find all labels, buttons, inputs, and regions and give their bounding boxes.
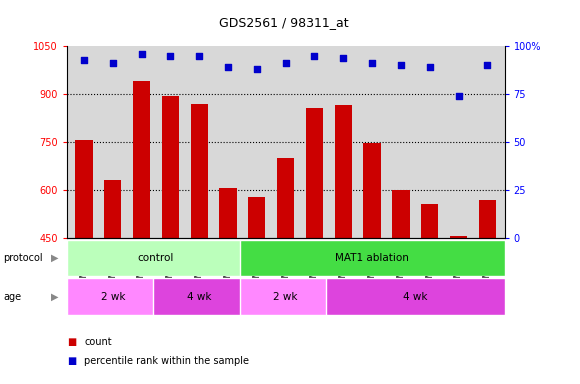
Text: ■: ■	[67, 337, 76, 347]
Point	[137, 51, 146, 57]
Text: age: age	[3, 291, 21, 302]
Point	[368, 60, 377, 66]
Point	[79, 56, 89, 63]
Point	[396, 62, 405, 68]
Bar	[75, 141, 93, 382]
Text: control: control	[138, 253, 174, 263]
Point	[454, 93, 463, 99]
Bar	[104, 180, 121, 382]
Bar	[326, 278, 505, 315]
Bar	[364, 143, 380, 382]
Bar	[240, 278, 332, 315]
Text: 4 wk: 4 wk	[187, 291, 212, 302]
Bar	[67, 240, 245, 276]
Point	[252, 66, 262, 72]
Text: ▶: ▶	[52, 253, 59, 263]
Text: 2 wk: 2 wk	[100, 291, 125, 302]
Point	[281, 60, 291, 66]
Bar	[133, 81, 150, 382]
Bar	[478, 200, 496, 382]
Bar	[162, 96, 179, 382]
Bar	[240, 240, 505, 276]
Point	[194, 53, 204, 59]
Point	[483, 62, 492, 68]
Bar	[450, 235, 467, 382]
Text: count: count	[84, 337, 112, 347]
Point	[108, 60, 117, 66]
Text: MAT1 ablation: MAT1 ablation	[335, 253, 409, 263]
Text: 4 wk: 4 wk	[403, 291, 427, 302]
Text: GDS2561 / 98311_at: GDS2561 / 98311_at	[219, 16, 349, 29]
Point	[339, 55, 348, 61]
Bar	[421, 204, 438, 382]
Text: protocol: protocol	[3, 253, 42, 263]
Bar	[191, 104, 208, 382]
Point	[425, 64, 434, 70]
Bar	[67, 278, 159, 315]
Bar	[153, 278, 245, 315]
Text: ▶: ▶	[52, 291, 59, 302]
Bar	[277, 158, 294, 382]
Point	[223, 64, 233, 70]
Bar	[219, 188, 237, 382]
Text: percentile rank within the sample: percentile rank within the sample	[84, 356, 249, 366]
Bar	[335, 105, 352, 382]
Text: 2 wk: 2 wk	[273, 291, 298, 302]
Point	[310, 53, 319, 59]
Bar	[392, 190, 409, 382]
Text: ■: ■	[67, 356, 76, 366]
Bar	[248, 197, 266, 382]
Bar	[306, 108, 323, 382]
Point	[166, 53, 175, 59]
